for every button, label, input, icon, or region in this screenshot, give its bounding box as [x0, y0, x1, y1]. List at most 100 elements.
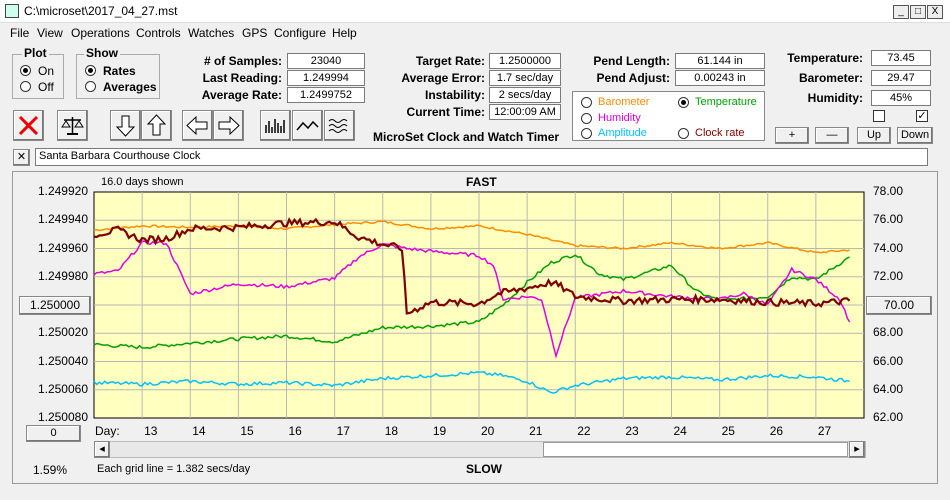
- overlay-humidity-label: Humidity: [598, 112, 641, 124]
- scale-icon: [61, 117, 84, 135]
- scroll-left-button[interactable]: ◂: [94, 441, 110, 458]
- plot-off-radio[interactable]: [20, 81, 31, 92]
- overlay-amplitude-radio[interactable]: [581, 128, 592, 139]
- menu-watches[interactable]: Watches: [188, 26, 235, 40]
- samples-value: 23040: [287, 53, 365, 69]
- y-right-tick-label: 76.00: [873, 212, 904, 227]
- day-label: Day:: [95, 424, 120, 438]
- pend-length-value[interactable]: 61.144 in: [675, 53, 765, 69]
- scroll-thumb[interactable]: [543, 442, 848, 457]
- overlay-barometer-label: Barometer: [598, 96, 650, 108]
- plot-on-label: On: [38, 64, 55, 78]
- plot-group-title: Plot: [22, 46, 49, 60]
- days-shown: 16.0 days shown: [101, 176, 184, 188]
- slow-label: SLOW: [466, 462, 502, 476]
- x-tick-label: 15: [240, 424, 254, 438]
- zero-button[interactable]: 0: [26, 425, 81, 442]
- minimize-button[interactable]: _: [893, 5, 909, 19]
- x-tick-label: 25: [721, 424, 735, 438]
- line-icon: [296, 120, 319, 131]
- y-left-tick-label: 1.249980: [37, 268, 88, 283]
- barometer-value: 29.47: [871, 70, 931, 86]
- overlay-clock-rate-radio[interactable]: [678, 128, 689, 139]
- humidity-value: 45%: [871, 90, 931, 106]
- bar-view-button[interactable]: [260, 110, 291, 141]
- overlay-humidity-radio[interactable]: [581, 113, 592, 124]
- menu-file[interactable]: File: [10, 26, 30, 40]
- show-rates-radio[interactable]: [85, 65, 96, 76]
- pend-length-label: Pend Length:: [593, 54, 670, 68]
- pend-adjust-value: 0.00243 in: [675, 70, 765, 86]
- plot-off-label: Off: [38, 80, 54, 94]
- menu-view[interactable]: View: [37, 26, 63, 40]
- overlay-temperature-radio[interactable]: [678, 97, 689, 108]
- overlay-clock-rate-label: Clock rate: [695, 127, 745, 139]
- average-rate-label: Average Rate:: [201, 88, 282, 102]
- overlay-amplitude-label: Amplitude: [598, 127, 647, 139]
- show-averages-radio[interactable]: [85, 81, 96, 92]
- clock-name-close-button[interactable]: ✕: [13, 149, 30, 166]
- barometer-label: Barometer:: [798, 71, 863, 85]
- wave-view-button[interactable]: [324, 110, 355, 141]
- x-tick-label: 20: [481, 424, 495, 438]
- up-button[interactable]: Up: [857, 127, 891, 144]
- x-tick-label: 24: [673, 424, 687, 438]
- show-averages-label: Averages: [103, 80, 157, 94]
- menu-gps[interactable]: GPS: [242, 26, 268, 40]
- wave-icon: [328, 119, 348, 133]
- y-right-tick-label: 68.00: [873, 325, 904, 340]
- down-arrow-button[interactable]: [110, 110, 141, 141]
- x-tick-label: 21: [529, 424, 543, 438]
- x-tick-label: 26: [769, 424, 784, 438]
- right-center-button[interactable]: 70.00: [866, 296, 932, 315]
- y-right-tick-label: 66.00: [873, 353, 904, 368]
- last-reading-label: Last Reading:: [202, 71, 282, 85]
- balance-button[interactable]: [57, 110, 88, 141]
- right-arrow-button[interactable]: [213, 110, 244, 141]
- down-button[interactable]: Down: [897, 127, 933, 144]
- show-rates-label: Rates: [103, 64, 136, 78]
- series-line-humidity: [93, 240, 851, 359]
- target-rate-value[interactable]: 1.2500000: [489, 53, 561, 69]
- clock-name-input[interactable]: Santa Barbara Courthouse Clock: [35, 148, 928, 166]
- close-button[interactable]: X: [927, 5, 943, 19]
- y-right-tick-label: 62.00: [873, 410, 904, 424]
- temperature-value: 73.45: [871, 50, 931, 66]
- menu-help[interactable]: Help: [332, 26, 357, 40]
- overlay-selector: [572, 91, 765, 141]
- chart-frame: [12, 171, 938, 484]
- y-left-tick-label: 1.250080: [37, 410, 88, 424]
- y-left-tick-label: 1.249960: [37, 240, 88, 255]
- right-checkbox[interactable]: ✓: [916, 110, 928, 122]
- scroll-right-button[interactable]: ▸: [849, 441, 865, 458]
- overlay-barometer-radio[interactable]: [581, 97, 592, 108]
- series-line-barometer: [93, 220, 850, 254]
- up-arrow-button[interactable]: [141, 110, 172, 141]
- average-rate-value: 1.2499752: [287, 87, 365, 103]
- bars-icon: [265, 119, 285, 133]
- plot-on-radio[interactable]: [20, 65, 31, 76]
- average-error-value: 1.7 sec/day: [489, 70, 561, 86]
- instability-value: 2 secs/day: [489, 87, 561, 103]
- left-arrow-button[interactable]: [182, 110, 213, 141]
- menu-configure[interactable]: Configure: [274, 26, 327, 40]
- left-checkbox[interactable]: [873, 110, 885, 122]
- arrow-up-icon: [146, 114, 167, 136]
- plus-button[interactable]: +: [775, 127, 809, 144]
- y-right-tick-label: 78.00: [873, 184, 904, 198]
- menu-controls[interactable]: Controls: [136, 26, 181, 40]
- left-center-button[interactable]: 1.250000: [19, 296, 91, 315]
- x-tick-label: 17: [336, 424, 350, 438]
- menu-operations[interactable]: Operations: [71, 26, 130, 40]
- instability-label: Instability:: [424, 88, 485, 102]
- y-right-tick-label: 72.00: [873, 268, 904, 283]
- maximize-button[interactable]: □: [910, 5, 926, 19]
- x-tick-label: 16: [288, 424, 302, 438]
- show-group-title: Show: [84, 46, 120, 60]
- x-tick-label: 13: [144, 424, 158, 438]
- y-left-tick-label: 1.250020: [37, 325, 88, 340]
- clear-button[interactable]: [13, 110, 44, 141]
- app-name: MicroSet Clock and Watch Timer: [373, 130, 560, 144]
- minus-button[interactable]: —: [815, 127, 849, 144]
- line-view-button[interactable]: [292, 110, 323, 141]
